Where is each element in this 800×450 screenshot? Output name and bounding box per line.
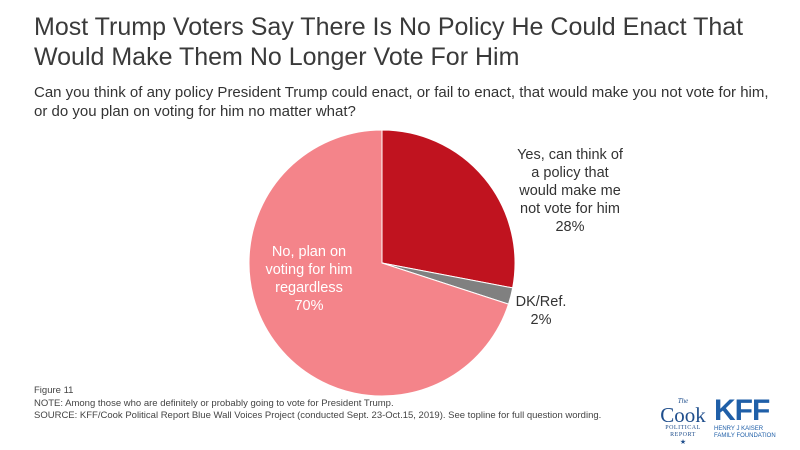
slice-label-yes-line-2: a policy that [531,165,609,181]
slice-label-yes-line-1: Yes, can think of [517,147,623,163]
slice-label-yes-line-4: not vote for him [520,201,620,217]
slice-label-dk: DK/Ref. 2% [506,293,576,329]
slice-label-no-line-1: No, plan on [271,244,347,260]
chart-subtitle-line-1: Can you think of any policy President Tr… [34,84,769,101]
star-icon: ★ [679,438,687,446]
pie-slice-yes [381,129,516,289]
cook-logo-line3: REPORT [670,432,696,438]
footer-note: NOTE: Among those who are definitely or … [34,397,394,409]
kff-logo: KFF HENRY J KAISER FAMILY FOUNDATION [714,396,786,442]
footer: Figure 11 NOTE: Among those who are defi… [34,385,654,423]
slice-label-no-line-2: voting for him [265,262,353,278]
slice-label-dk-line-1: DK/Ref. [515,294,567,310]
slice-label-no-line-3: regardless [275,280,343,296]
slice-value-yes: 28% [555,219,585,235]
chart-title-line-2: Would Make Them No Longer Vote For Him [34,43,520,71]
cook-logo-the: The [677,397,689,405]
slice-value-no: 70% [294,298,324,314]
cook-political-report-logo: The Cook POLITICAL REPORT ★ [660,397,706,446]
slice-label-no: No, plan on voting for him regardless 70… [244,243,374,315]
footer-source: SOURCE: KFF/Cook Political Report Blue W… [34,410,602,421]
figure-number: Figure 11 [34,385,74,396]
slice-label-yes-line-3: would make me [519,183,621,199]
kff-logo-line2: HENRY J KAISER [714,426,764,432]
cook-logo-name: Cook [660,403,706,427]
slice-label-yes: Yes, can think of a policy that would ma… [500,146,640,236]
chart-subtitle: Can you think of any policy President Tr… [34,83,794,121]
kff-logo-name: KFF [714,394,770,427]
chart-title-line-1: Most Trump Voters Say There Is No Policy… [34,13,744,41]
chart-subtitle-line-2: or do you plan on voting for him no matt… [34,103,356,120]
slice-value-dk: 2% [530,312,552,328]
chart-title: Most Trump Voters Say There Is No Policy… [34,12,794,72]
kff-logo-line3: FAMILY FOUNDATION [714,433,776,439]
pie-slice-no [248,129,510,397]
cook-logo-line2: POLITICAL [665,425,701,431]
